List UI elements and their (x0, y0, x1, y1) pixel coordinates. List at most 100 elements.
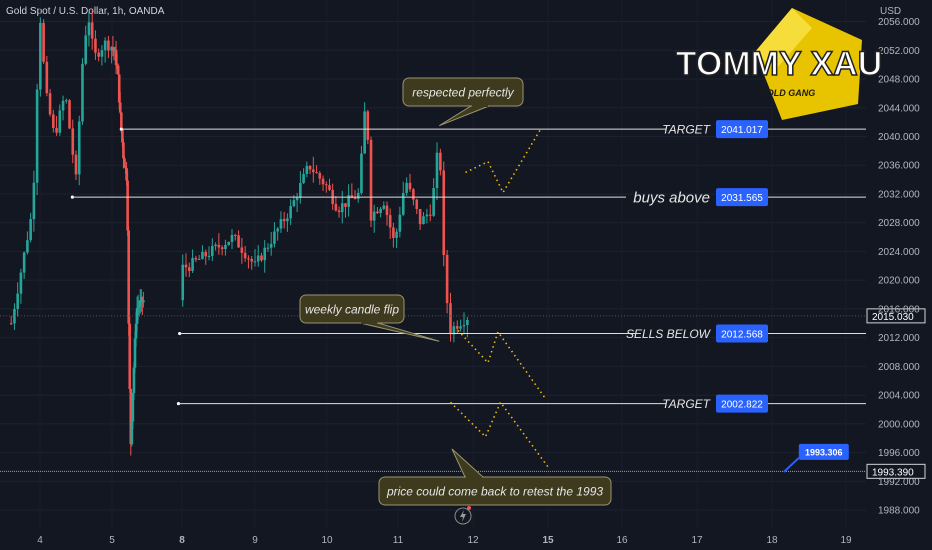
logo-gold-highlight (755, 8, 812, 70)
candle-body (247, 258, 250, 260)
callout-text: weekly candle flip (305, 303, 399, 317)
candle-body (13, 308, 16, 324)
candle-body (263, 247, 267, 261)
candle-body (116, 65, 120, 75)
price-tick-label: 2052.000 (878, 46, 920, 57)
candle-body (385, 205, 389, 216)
horizontal-line-value: 1993.390 (872, 467, 914, 478)
candle-body (279, 219, 283, 229)
candle-body (292, 200, 296, 207)
candle-body (337, 210, 341, 213)
candle-body (121, 129, 124, 143)
candle-body (445, 254, 449, 304)
candle-body (240, 247, 244, 253)
level-label: TARGET (662, 122, 711, 136)
price-tick-label: 2036.000 (878, 161, 920, 172)
candle-body (227, 241, 231, 245)
candle-body (295, 197, 299, 201)
price-tick-label: 2048.000 (878, 75, 920, 86)
candle-body (273, 231, 276, 244)
candle-body (425, 214, 429, 217)
candle-body (466, 319, 469, 326)
candle-body (120, 112, 123, 130)
date-tick-label: 19 (840, 535, 852, 546)
level-label: SELLS BELOW (626, 327, 712, 341)
candle-body (45, 61, 49, 94)
candle-body (253, 261, 257, 263)
candle-body (230, 235, 234, 242)
candle-body (137, 306, 141, 308)
candle-body (382, 205, 386, 209)
candle-body (412, 189, 415, 200)
candle-body (134, 323, 138, 339)
horizontal-line-tag (866, 463, 926, 479)
date-tick-label: 8 (179, 535, 185, 546)
candle-body (132, 367, 136, 394)
candle-body (360, 153, 363, 193)
candle-body (455, 326, 459, 329)
candle-body (138, 300, 142, 307)
projection-path (449, 400, 549, 468)
symbol-title: Gold Spot / U.S. Dollar, 1h, OANDA (6, 6, 165, 17)
candle-body (191, 258, 194, 271)
level-label: TARGET (662, 397, 711, 411)
price-tick-label: 2008.000 (878, 362, 920, 373)
candle-body (395, 231, 398, 238)
candle-body (130, 421, 134, 445)
date-tick-label: 16 (616, 535, 628, 546)
candle-body (35, 89, 39, 183)
candle-body (372, 211, 376, 221)
candle-body (103, 40, 107, 51)
candle-body (356, 192, 360, 199)
price-tick-label: 2056.000 (878, 17, 920, 28)
candle-body (124, 167, 127, 169)
candle-body (90, 22, 94, 39)
candle-body (129, 389, 133, 445)
lightning-icon[interactable] (454, 507, 472, 525)
marker-pointer (783, 457, 800, 473)
price-tick-label: 2044.000 (878, 103, 920, 114)
lightning-bolt-icon (460, 510, 466, 522)
candle-body (299, 182, 302, 198)
levels: TARGET 2041.017 buys above 2031.565 SELLS BE… (70, 120, 866, 473)
candle-body (126, 180, 129, 231)
candle-body (111, 47, 115, 49)
candle-body (110, 47, 113, 51)
candle-body (114, 50, 118, 66)
candle-body (321, 178, 325, 185)
candle-body (237, 235, 240, 248)
candle-body (122, 142, 125, 159)
price-tick-label: 2024.000 (878, 247, 920, 258)
candle-body (22, 252, 26, 273)
candle-body (233, 235, 237, 237)
logo-tagline: #GOLD GANG (755, 88, 816, 98)
logo-brand: TOMMY XAU (676, 45, 883, 83)
candle-body (217, 244, 221, 248)
candle-body (449, 303, 452, 335)
candle-body (418, 208, 422, 225)
candle-body (462, 325, 466, 327)
candle-body (442, 170, 446, 255)
logo: TOMMY XAU #GOLD GANG (675, 8, 883, 120)
candle-body (48, 93, 52, 115)
candle-body (81, 63, 84, 122)
price-tick-label: 1992.000 (878, 477, 920, 488)
candle-body (328, 185, 331, 190)
candle-body (308, 165, 312, 170)
candle-body (117, 74, 121, 103)
candle-body (133, 338, 137, 368)
candle-body (77, 121, 81, 175)
candle-body (276, 228, 279, 232)
candle-body (452, 326, 456, 335)
candle-body (181, 264, 185, 301)
projections (449, 128, 549, 468)
candle-body (127, 230, 130, 324)
price-tick-label: 2028.000 (878, 218, 920, 229)
level-price-value: 2012.568 (721, 330, 763, 341)
candle-body (100, 50, 104, 57)
candle-body (435, 152, 439, 189)
candle-body (9, 323, 13, 325)
annotations: respected perfectly weekly candle flip pri… (299, 77, 612, 506)
